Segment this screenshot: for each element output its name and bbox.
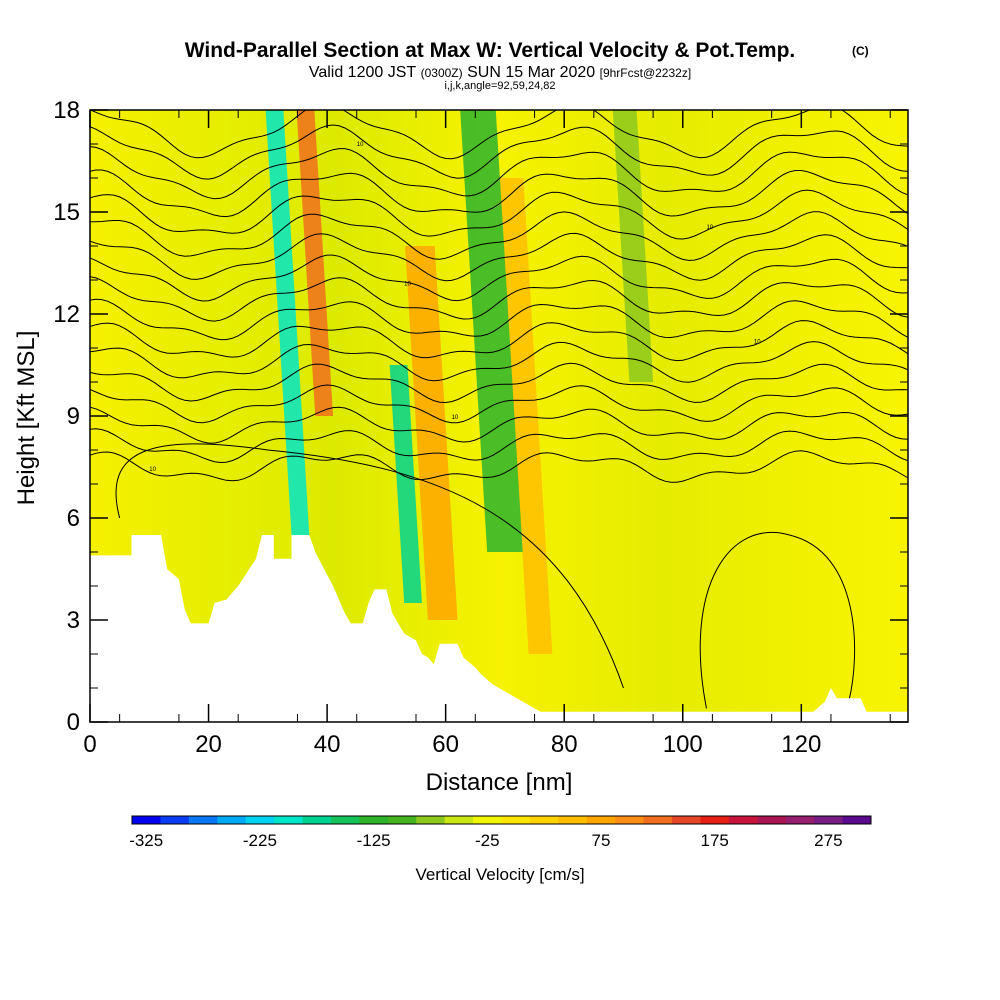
theta-contour <box>90 341 908 383</box>
colorbar-tick-label: 175 <box>700 831 728 850</box>
downdraft-band <box>499 178 553 654</box>
updraft-band <box>389 365 422 603</box>
theta-contour-label: 10 <box>404 282 411 288</box>
theta-contour <box>115 443 624 689</box>
colorbar-tick-label: -25 <box>475 831 500 850</box>
axes: 0 20 40 60 80 100 120 0 3 6 9 12 15 18 <box>53 97 908 758</box>
colorbar-frame <box>131 815 872 825</box>
colorbar-swatch <box>728 816 758 824</box>
colorbar-tick-label: 75 <box>592 831 611 850</box>
colorbar-swatch <box>672 816 701 824</box>
terrain <box>90 535 908 722</box>
theta-contour <box>90 362 908 404</box>
colorbar-swatch <box>217 816 247 824</box>
colorbar: -325 -225 -125 -25 75 175 275 <box>129 815 872 850</box>
updraft-band <box>460 110 523 552</box>
colorbar-tick-label: 275 <box>814 831 842 850</box>
x-tick-label: 120 <box>781 731 821 758</box>
y-tick-label: 15 <box>53 199 80 226</box>
colorbar-swatch <box>188 816 218 824</box>
colorbar-swatch <box>615 816 645 824</box>
y-tick-label: 12 <box>53 301 80 328</box>
x-tick-label: 60 <box>432 731 459 758</box>
chart-subtitle-indices: i,j,k,angle=92,59,24,82 <box>444 80 555 92</box>
colorbar-tick-label: -225 <box>243 831 277 850</box>
theta-contour-label: 10 <box>754 339 761 345</box>
theta-contour <box>90 254 908 302</box>
plot-area: 10 10 10 10 10 10 <box>90 110 908 722</box>
theta-contour <box>90 232 908 282</box>
colorbar-tick-label: -325 <box>129 831 163 850</box>
subtitle-date: SUN 15 Mar 2020 <box>467 64 595 81</box>
colorbar-swatch <box>814 816 844 824</box>
theta-contour <box>90 320 908 362</box>
downdraft-band <box>296 110 334 416</box>
colorbar-swatch <box>245 816 275 824</box>
colorbar-swatch <box>558 816 588 824</box>
x-tick-label: 40 <box>314 731 341 758</box>
updraft-band <box>265 110 310 535</box>
chart-subtitle: Valid 1200 JST (0300Z) SUN 15 Mar 2020 [… <box>309 64 691 81</box>
downdraft-band <box>405 246 458 620</box>
colorbar-swatch <box>132 816 161 824</box>
colorbar-swatch <box>529 816 559 824</box>
x-axis-label: Distance [nm] <box>426 769 573 796</box>
theta-contour <box>90 406 908 444</box>
theta-contour-label: 10 <box>706 225 713 231</box>
theta-contour-label: 10 <box>357 142 364 148</box>
chart-title: Wind-Parallel Section at Max W: Vertical… <box>185 39 796 62</box>
colorbar-swatch <box>444 816 474 824</box>
y-tick-label: 6 <box>67 505 80 532</box>
theta-contour <box>90 384 908 424</box>
colorbar-swatch <box>700 816 730 824</box>
theta-contour-label: 10 <box>149 467 156 473</box>
theta-contour <box>90 189 908 240</box>
theta-contour <box>90 450 908 483</box>
subtitle-utc: (0300Z) <box>421 66 463 80</box>
colorbar-swatch <box>387 816 417 824</box>
subtitle-forecast: [9hrFcst@2232z] <box>600 66 692 80</box>
theta-contour <box>90 146 908 200</box>
colorbar-swatch <box>274 816 304 824</box>
colorbar-swatch <box>842 816 872 824</box>
x-tick-label: 20 <box>195 731 222 758</box>
y-tick-label: 9 <box>67 403 80 430</box>
y-tick-label: 18 <box>53 97 80 124</box>
updraft-band <box>612 110 654 382</box>
y-axis-label: Height [Kft MSL] <box>13 331 40 506</box>
colorbar-swatch <box>160 816 190 824</box>
theta-contour-label: 10 <box>452 415 459 421</box>
colorbar-tick-label: -125 <box>357 831 391 850</box>
theta-contour <box>90 428 908 464</box>
chart-title-suffix: (C) <box>852 44 869 58</box>
colorbar-swatch <box>501 816 531 824</box>
colorbar-swatch <box>416 816 446 824</box>
colorbar-swatch <box>757 816 787 824</box>
colorbar-swatch <box>302 816 332 824</box>
theta-contour <box>90 169 908 218</box>
velocity-bands <box>265 110 654 654</box>
theta-contour <box>90 211 908 261</box>
y-tick-label: 0 <box>67 709 80 736</box>
colorbar-swatch <box>643 816 673 824</box>
theta-contour <box>699 531 856 709</box>
colorbar-swatch <box>785 816 815 824</box>
theta-contour <box>90 276 908 322</box>
colorbar-label: Vertical Velocity [cm/s] <box>415 865 584 884</box>
theta-contour <box>90 124 908 180</box>
theta-contours: 10 10 10 10 10 10 <box>90 110 908 709</box>
x-tick-label: 0 <box>83 731 96 758</box>
colorbar-swatch <box>586 816 616 824</box>
y-tick-label: 3 <box>67 607 80 634</box>
colorbar-swatch <box>330 816 360 824</box>
colorbar-swatch <box>359 816 389 824</box>
subtitle-valid: Valid 1200 JST <box>309 64 417 81</box>
x-tick-label: 80 <box>551 731 578 758</box>
x-tick-label: 100 <box>663 731 703 758</box>
theta-contour <box>90 110 908 160</box>
theta-contour <box>90 298 908 341</box>
colorbar-swatch <box>473 816 502 824</box>
